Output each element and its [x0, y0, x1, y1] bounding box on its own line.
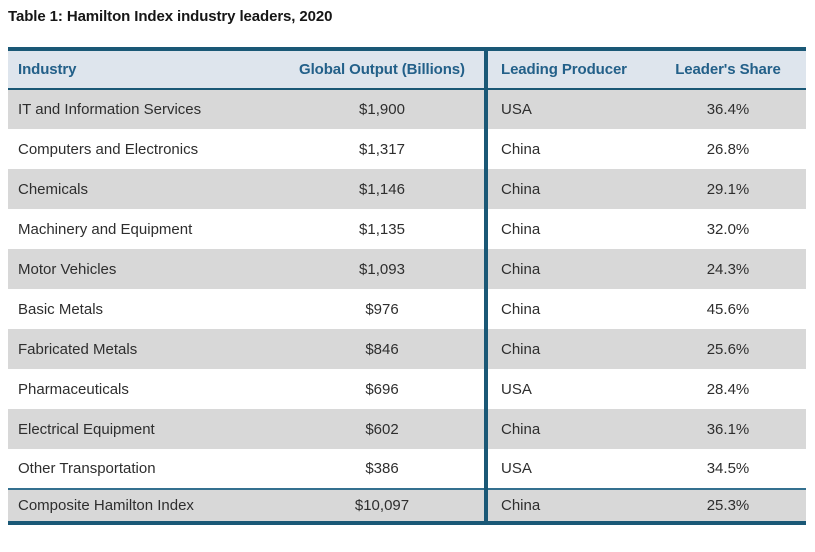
- table-body: IT and Information Services $1,900 USA 36.4…: [8, 89, 806, 523]
- cell-share: 32.0%: [650, 209, 806, 249]
- table-row: Pharmaceuticals $696 USA 28.4%: [8, 369, 806, 409]
- cell-industry: Pharmaceuticals: [8, 369, 280, 409]
- cell-industry: IT and Information Services: [8, 89, 280, 129]
- cell-producer: China: [484, 329, 650, 369]
- page: Table 1: Hamilton Index industry leaders…: [0, 8, 815, 552]
- cell-share: 36.1%: [650, 409, 806, 449]
- cell-industry: Other Transportation: [8, 449, 280, 489]
- table-row: Fabricated Metals $846 China 25.6%: [8, 329, 806, 369]
- col-header-leaders-share: Leader's Share: [650, 49, 806, 90]
- cell-industry: Motor Vehicles: [8, 249, 280, 289]
- cell-share: 28.4%: [650, 369, 806, 409]
- cell-producer: China: [484, 209, 650, 249]
- cell-share: 25.6%: [650, 329, 806, 369]
- table-row: Chemicals $1,146 China 29.1%: [8, 169, 806, 209]
- col-header-leading-producer: Leading Producer: [484, 49, 650, 90]
- cell-share: 24.3%: [650, 249, 806, 289]
- hamilton-index-table: Industry Global Output (Billions) Leadin…: [8, 47, 806, 525]
- table-row: Electrical Equipment $602 China 36.1%: [8, 409, 806, 449]
- cell-producer: China: [484, 488, 650, 523]
- cell-output: $10,097: [280, 488, 486, 523]
- cell-output: $1,146: [280, 169, 486, 209]
- cell-producer: USA: [484, 89, 650, 129]
- cell-share: 25.3%: [650, 488, 806, 523]
- table-row: IT and Information Services $1,900 USA 36.4…: [8, 89, 806, 129]
- table-row: Motor Vehicles $1,093 China 24.3%: [8, 249, 806, 289]
- cell-industry: Chemicals: [8, 169, 280, 209]
- composite-row: Composite Hamilton Index $10,097 China 25.3…: [8, 488, 806, 523]
- table-row: Computers and Electronics $1,317 China 26.8…: [8, 129, 806, 169]
- cell-industry: Machinery and Equipment: [8, 209, 280, 249]
- cell-output: $1,900: [280, 89, 486, 129]
- cell-output: $602: [280, 409, 486, 449]
- cell-output: $696: [280, 369, 486, 409]
- cell-output: $1,135: [280, 209, 486, 249]
- table-row: Other Transportation $386 USA 34.5%: [8, 449, 806, 489]
- cell-producer: USA: [484, 449, 650, 489]
- col-header-global-output: Global Output (Billions): [280, 49, 486, 90]
- cell-output: $846: [280, 329, 486, 369]
- cell-producer: China: [484, 289, 650, 329]
- cell-output: $1,317: [280, 129, 486, 169]
- cell-share: 36.4%: [650, 89, 806, 129]
- table-row: Basic Metals $976 China 45.6%: [8, 289, 806, 329]
- table-title: Table 1: Hamilton Index industry leaders…: [8, 8, 333, 25]
- cell-industry: Electrical Equipment: [8, 409, 280, 449]
- cell-share: 45.6%: [650, 289, 806, 329]
- cell-producer: USA: [484, 369, 650, 409]
- cell-industry: Basic Metals: [8, 289, 280, 329]
- cell-share: 29.1%: [650, 169, 806, 209]
- cell-output: $386: [280, 449, 486, 489]
- cell-producer: China: [484, 249, 650, 289]
- cell-output: $1,093: [280, 249, 486, 289]
- header-row: Industry Global Output (Billions) Leadin…: [8, 49, 806, 90]
- cell-share: 34.5%: [650, 449, 806, 489]
- cell-producer: China: [484, 129, 650, 169]
- col-header-industry: Industry: [8, 49, 280, 90]
- cell-producer: China: [484, 169, 650, 209]
- cell-industry: Computers and Electronics: [8, 129, 280, 169]
- cell-output: $976: [280, 289, 486, 329]
- cell-industry: Fabricated Metals: [8, 329, 280, 369]
- cell-share: 26.8%: [650, 129, 806, 169]
- cell-industry: Composite Hamilton Index: [8, 488, 280, 523]
- cell-producer: China: [484, 409, 650, 449]
- table-row: Machinery and Equipment $1,135 China 32.0%: [8, 209, 806, 249]
